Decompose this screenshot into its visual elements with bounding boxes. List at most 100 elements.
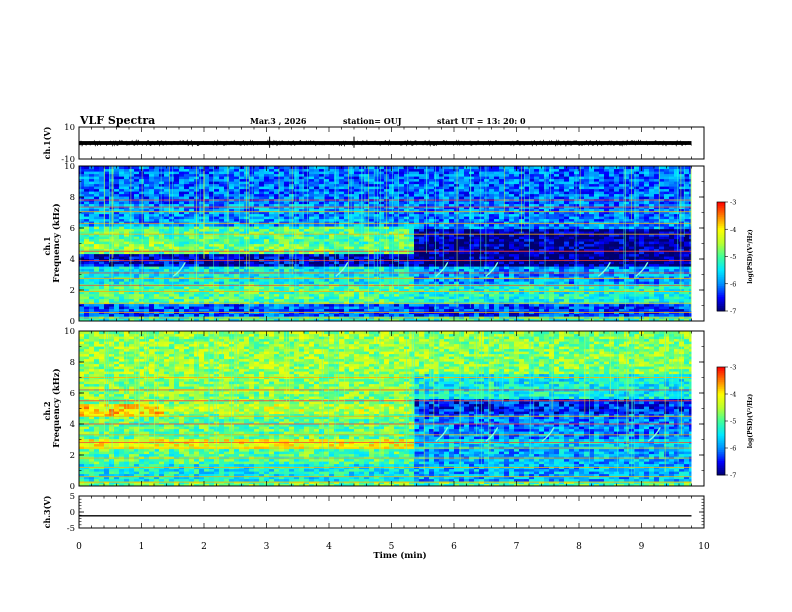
spectrogram-cell <box>419 228 425 232</box>
spectrogram-cell <box>174 231 180 235</box>
spectrogram-cell <box>209 276 215 280</box>
spectrogram-cell <box>209 253 215 257</box>
spectrogram-cell <box>459 261 465 265</box>
spectrogram-cell <box>304 206 310 210</box>
spectrogram-cell <box>249 241 255 245</box>
spectrogram-cell <box>364 306 370 310</box>
spectrogram-cell <box>404 273 410 277</box>
spectrogram-cell <box>254 298 260 302</box>
spectrogram-cell <box>259 236 265 240</box>
spectrogram-cell <box>384 266 390 270</box>
spectrogram-cell <box>394 186 400 190</box>
spectrogram-cell <box>124 291 130 295</box>
spectrogram-cell <box>254 181 260 185</box>
spectrogram-cell <box>444 228 450 232</box>
spectrogram-cell <box>424 243 430 247</box>
spectrogram-cell <box>119 181 125 185</box>
spectrogram-cell <box>449 208 455 212</box>
spectrogram-cell <box>424 288 430 292</box>
spectrogram-cell <box>239 206 245 210</box>
spectrogram-cell <box>329 298 335 302</box>
spectrogram-cell <box>184 201 190 205</box>
spectrogram-cell <box>464 251 470 255</box>
spectrogram-cell <box>209 281 215 285</box>
spectrogram-cell <box>239 176 245 180</box>
spectrogram-cell <box>399 178 405 182</box>
spectrogram-cell <box>229 213 235 217</box>
spectrogram-cell <box>439 171 445 175</box>
spectrogram-cell <box>99 171 105 175</box>
spectrogram-cell <box>309 286 315 290</box>
spectrogram-cell <box>339 186 345 190</box>
spectrogram-cell <box>304 186 310 190</box>
spectrogram-cell <box>324 193 330 197</box>
spectrogram-cell <box>224 216 230 220</box>
spectrogram-cell <box>359 253 365 257</box>
spectrogram-cell <box>434 178 440 182</box>
spectrogram-cell <box>234 233 240 237</box>
spectrogram-cell <box>84 186 90 190</box>
spectrogram-cell <box>134 313 140 317</box>
spectrogram-cell <box>349 248 355 252</box>
spectrogram-cell <box>264 298 270 302</box>
spectrogram-cell <box>169 273 175 277</box>
spectrogram-cell <box>264 256 270 260</box>
spectrogram-cell <box>404 246 410 250</box>
spectrogram-cell <box>469 196 475 200</box>
spectrogram-cell <box>399 296 405 300</box>
spectrogram-cell <box>274 281 280 285</box>
spectrogram-cell <box>409 233 415 237</box>
spectrogram-cell <box>114 241 120 245</box>
spectrogram-cell <box>449 303 455 307</box>
spectrogram-cell <box>279 221 285 225</box>
spectrogram-cell <box>349 313 355 317</box>
spectrogram-cell <box>224 288 230 292</box>
spectrogram-cell <box>469 171 475 175</box>
spectrogram-cell <box>104 276 110 280</box>
spectrogram-cell <box>264 188 270 192</box>
spectrogram-cell <box>329 236 335 240</box>
spectrogram-cell <box>459 286 465 290</box>
spectrogram-cell <box>324 228 330 232</box>
spectrogram-cell <box>309 298 315 302</box>
spectrogram-cell <box>154 196 160 200</box>
spectrogram-cell <box>214 241 220 245</box>
spectrogram-cell <box>269 281 275 285</box>
spectrogram-cell <box>99 313 105 317</box>
spectrogram-cell <box>469 221 475 225</box>
spectrogram-cell <box>184 278 190 282</box>
spectrogram-cell <box>214 171 220 175</box>
spectrogram-cell <box>264 308 270 312</box>
spectrogram-cell <box>459 203 465 207</box>
spectrogram-cell <box>314 193 320 197</box>
spectrogram-cell <box>354 236 360 240</box>
spectrogram-cell <box>104 191 110 195</box>
spectrogram-cell <box>334 246 340 250</box>
spectrogram-cell <box>424 308 430 312</box>
spectrogram-cell <box>464 173 470 177</box>
spectrogram-cell <box>169 221 175 225</box>
spectrogram-cell <box>309 291 315 295</box>
spectrogram-cell <box>389 308 395 312</box>
spectrogram-cell <box>414 298 420 302</box>
spectrogram-cell <box>404 266 410 270</box>
spectrogram-cell <box>309 308 315 312</box>
spectrogram-cell <box>324 191 330 195</box>
spectrogram-cell <box>419 318 425 321</box>
spectrogram-cell <box>414 211 420 215</box>
spectrogram-cell <box>324 306 330 310</box>
spectrogram-cell <box>344 206 350 210</box>
spectrogram-cell <box>104 273 110 277</box>
spectrogram-cell <box>169 201 175 205</box>
spectrogram-cell <box>114 223 120 227</box>
spectrogram-cell <box>449 281 455 285</box>
spectrogram-cell <box>309 213 315 217</box>
spectrogram-cell <box>349 176 355 180</box>
spectrogram-cell <box>369 246 375 250</box>
spectrogram-cell <box>329 278 335 282</box>
spectrogram-cell <box>299 301 305 305</box>
spectrogram-cell <box>444 208 450 212</box>
spectrogram-cell <box>204 166 210 170</box>
spectrogram-cell <box>154 218 160 222</box>
spectrogram-cell <box>394 201 400 205</box>
